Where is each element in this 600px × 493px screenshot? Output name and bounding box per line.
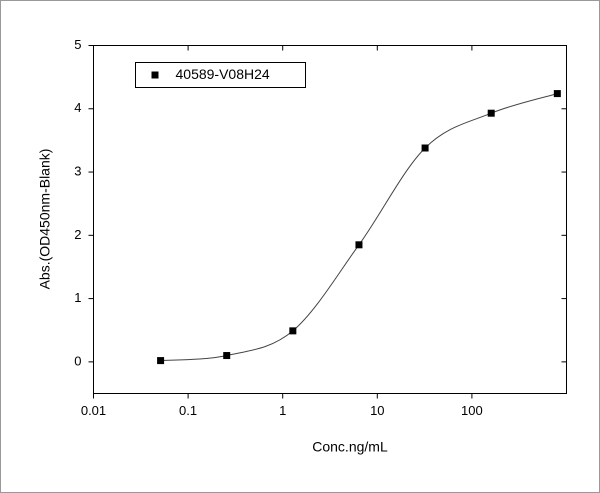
- data-point: [487, 109, 495, 117]
- data-point: [289, 327, 297, 335]
- y-tick-label: 2: [74, 227, 81, 242]
- legend-marker: [151, 71, 159, 79]
- x-tick-label: 100: [461, 403, 483, 418]
- plot-frame: [93, 45, 567, 394]
- y-tick-label: 5: [74, 37, 81, 52]
- data-point: [421, 144, 429, 152]
- data-point: [157, 357, 165, 365]
- legend-label: 40589-V08H24: [176, 66, 270, 82]
- x-tick-label: 10: [370, 403, 384, 418]
- data-point: [223, 352, 231, 360]
- x-tick-label: 1: [279, 403, 286, 418]
- x-axis-title: Conc.ng/mL: [312, 439, 388, 455]
- y-tick-label: 0: [74, 353, 81, 368]
- legend-box: [135, 62, 306, 88]
- x-tick-label: 0.01: [81, 403, 106, 418]
- x-tick-label: 0.1: [179, 403, 197, 418]
- data-point: [553, 90, 561, 98]
- y-tick-label: 3: [74, 163, 81, 178]
- y-axis-title: Abs.(OD450nm-Blank): [37, 149, 53, 290]
- y-tick-label: 4: [74, 100, 81, 115]
- data-point: [355, 241, 363, 249]
- y-tick-label: 1: [74, 290, 81, 305]
